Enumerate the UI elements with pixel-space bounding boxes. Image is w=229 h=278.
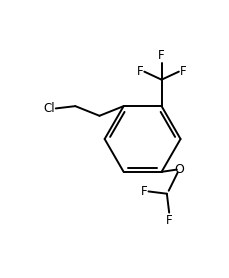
Text: F: F <box>165 214 172 227</box>
Text: F: F <box>140 185 147 198</box>
Text: Cl: Cl <box>43 102 55 115</box>
Text: O: O <box>174 163 184 176</box>
Text: F: F <box>136 65 142 78</box>
Text: F: F <box>179 65 186 78</box>
Text: F: F <box>158 49 164 62</box>
